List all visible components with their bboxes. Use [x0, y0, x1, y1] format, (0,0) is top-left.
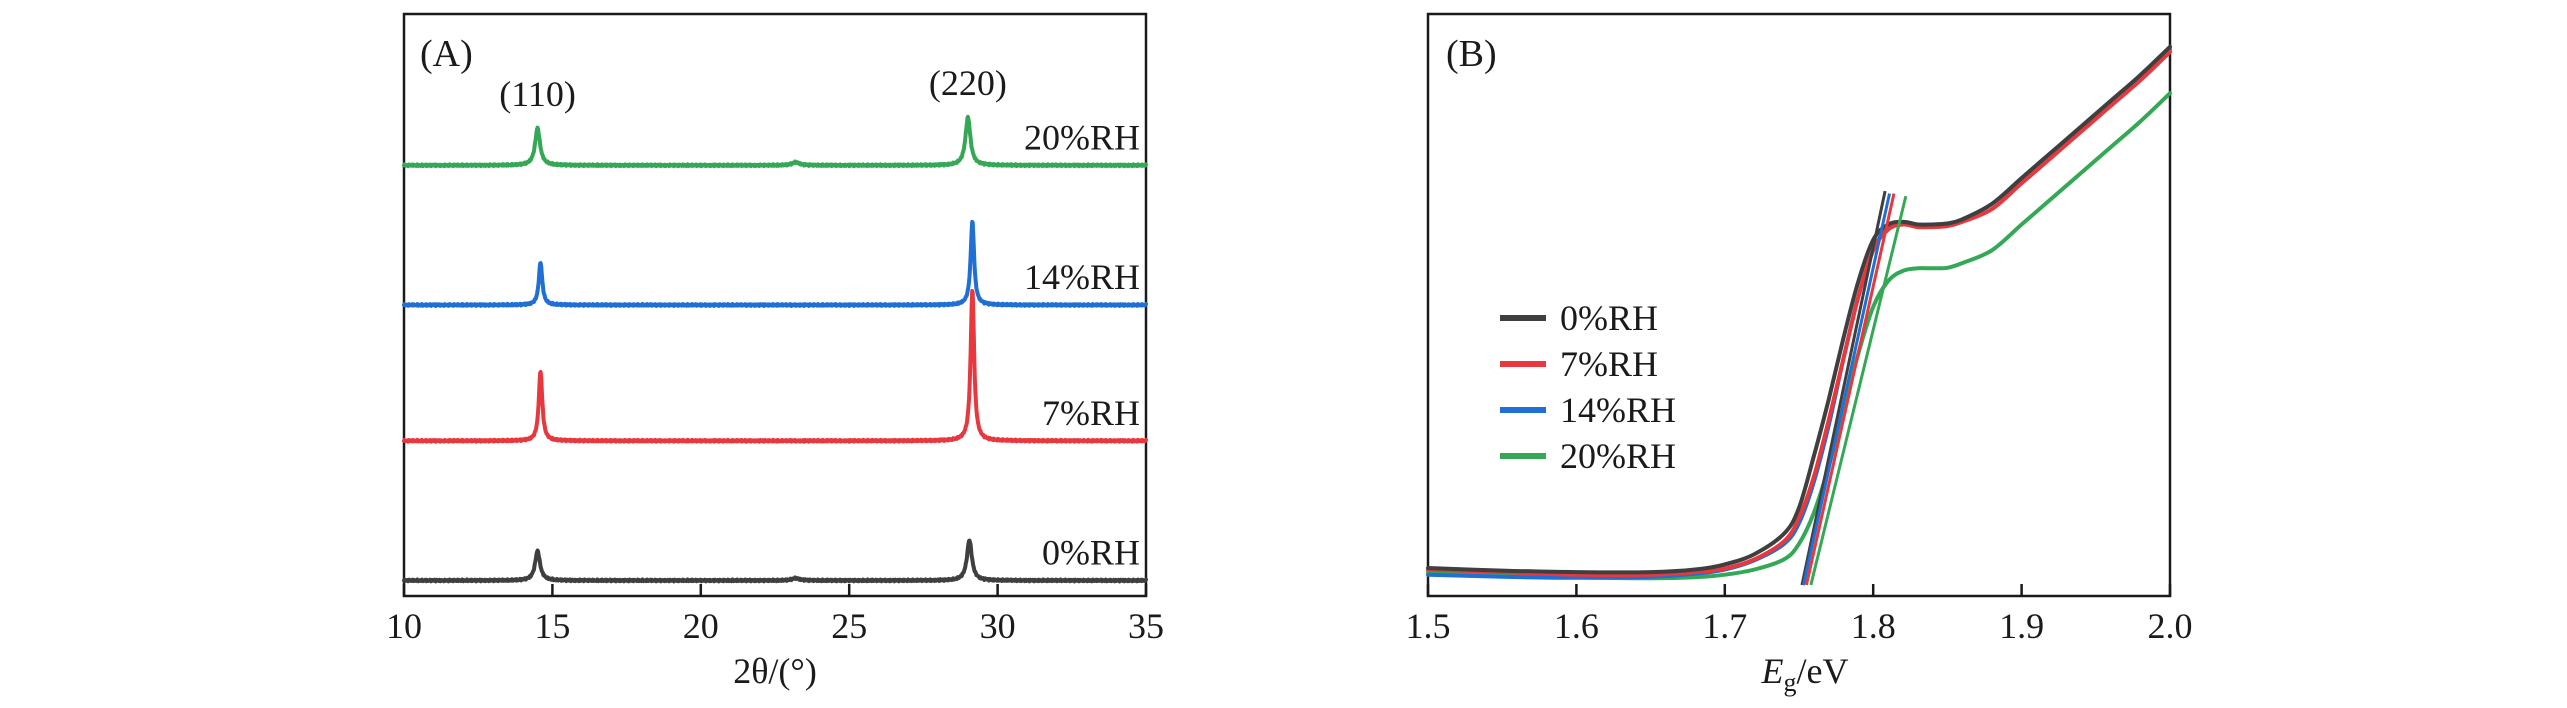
bandgap-x-tick-label: 1.8 [1851, 606, 1896, 646]
bandgap-x-tick-label: 1.9 [1999, 606, 2044, 646]
bandgap-x-tick-label: 2.0 [2148, 606, 2193, 646]
bandgap-series-14pctrh [1426, 47, 2172, 580]
xrd-x-tick-label: 25 [831, 606, 867, 646]
bandgap-legend-label-7pctrh: 7%RH [1560, 344, 1658, 384]
xrd-series-7pctrh [402, 288, 1148, 444]
xrd-series-20pctrh [402, 114, 1148, 169]
xrd-series-label-14pctrh: 14%RH [1024, 257, 1140, 297]
bandgap-x-tick-label: 1.6 [1554, 606, 1599, 646]
xrd-peak-label-110: (110) [499, 74, 576, 114]
xrd-x-tick-label: 20 [683, 606, 719, 646]
bandgap-legend: 0%RH 7%RH 14%RH 20%RH [1500, 298, 1676, 476]
bandgap-x-axis-title: Eg/eV [1761, 651, 1849, 697]
bandgap-plot-frame [1426, 12, 2172, 598]
xrd-x-tick-labels: 10 15 20 25 30 35 [386, 606, 1164, 646]
xrd-x-tick-label: 30 [980, 606, 1016, 646]
xrd-series-group [402, 114, 1148, 584]
xrd-x-tick-label: 15 [534, 606, 570, 646]
xrd-series-label-0pctrh: 0%RH [1042, 532, 1140, 572]
xrd-series-14pctrh [402, 219, 1148, 308]
xrd-peak-annotations: (110) (220) [499, 63, 1007, 114]
xrd-series-labels: 0%RH 7%RH 14%RH 20%RH [1024, 117, 1140, 572]
bandgap-series-7pctrh [1426, 50, 2172, 577]
xrd-x-axis [402, 584, 1148, 596]
xrd-x-tick-label: 10 [386, 606, 422, 646]
bandgap-tangent-fits [1800, 190, 1908, 586]
xrd-peak-label-220: (220) [929, 63, 1007, 103]
bandgap-x-tick-label: 1.5 [1406, 606, 1451, 646]
bandgap-legend-label-0pctrh: 0%RH [1560, 298, 1658, 338]
bandgap-fit-line-14pctrh [1801, 193, 1891, 586]
bandgap-x-axis [1426, 584, 2172, 596]
bandgap-series-0pctrh [1426, 44, 2172, 575]
xrd-x-axis-title: 2θ/(°) [733, 651, 817, 691]
bandgap-x-axis-symbol: E [1761, 651, 1784, 691]
bandgap-panel-label: (B) [1446, 33, 1497, 75]
xrd-panel-label: (A) [420, 33, 473, 75]
bandgap-series-20pctrh [1426, 91, 2172, 581]
bandgap-fit-line-0pctrh [1800, 190, 1887, 586]
bandgap-x-tick-label: 1.7 [1702, 606, 1747, 646]
bandgap-series-group [1426, 44, 2172, 581]
xrd-series-0pctrh [402, 538, 1148, 584]
bandgap-x-axis-subscript: g [1784, 668, 1797, 697]
bandgap-legend-label-14pctrh: 14%RH [1560, 390, 1676, 430]
bandgap-fit-line-20pctrh [1809, 195, 1908, 586]
xrd-series-label-7pctrh: 7%RH [1042, 393, 1140, 433]
bandgap-x-tick-labels: 1.5 1.6 1.7 1.8 1.9 2.0 [1406, 606, 2193, 646]
xrd-series-label-20pctrh: 20%RH [1024, 117, 1140, 157]
xrd-x-tick-label: 35 [1128, 606, 1164, 646]
bandgap-panel: (B) 1.5 1.6 1.7 1.8 1.9 2.0 0%RH 7%RH 14%RH 20%R… [1406, 12, 2193, 697]
bandgap-x-axis-unit: /eV [1797, 651, 1849, 691]
bandgap-fit-line-7pctrh [1804, 193, 1896, 586]
bandgap-legend-label-20pctrh: 20%RH [1560, 436, 1676, 476]
xrd-panel: (A) 10 15 20 25 30 35 0%RH 7%RH 14%RH 20%RH (110… [386, 12, 1164, 691]
